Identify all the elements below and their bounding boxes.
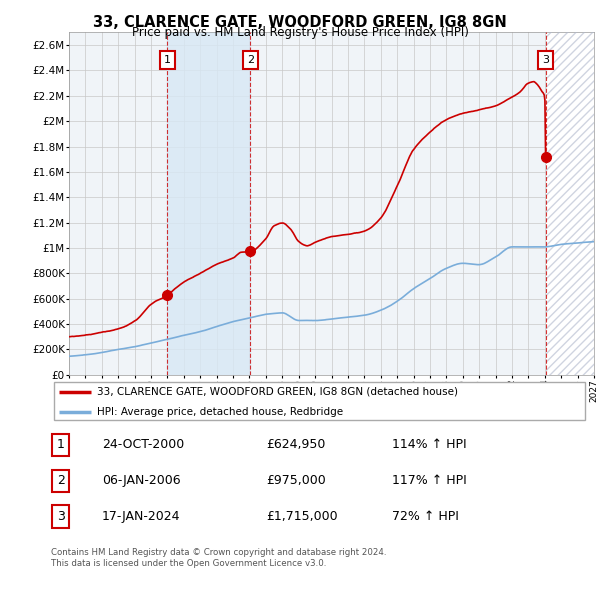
- Text: Price paid vs. HM Land Registry's House Price Index (HPI): Price paid vs. HM Land Registry's House …: [131, 26, 469, 39]
- Text: This data is licensed under the Open Government Licence v3.0.: This data is licensed under the Open Gov…: [51, 559, 326, 568]
- Text: 1: 1: [57, 438, 65, 451]
- Text: £975,000: £975,000: [266, 474, 326, 487]
- Text: 114% ↑ HPI: 114% ↑ HPI: [392, 438, 467, 451]
- Text: 17-JAN-2024: 17-JAN-2024: [102, 510, 181, 523]
- Text: 117% ↑ HPI: 117% ↑ HPI: [392, 474, 467, 487]
- Bar: [167, 32, 250, 375]
- Text: 2: 2: [247, 55, 254, 65]
- Text: 33, CLARENCE GATE, WOODFORD GREEN, IG8 8GN (detached house): 33, CLARENCE GATE, WOODFORD GREEN, IG8 8…: [97, 386, 458, 396]
- Text: 06-JAN-2006: 06-JAN-2006: [102, 474, 181, 487]
- Text: 3: 3: [57, 510, 65, 523]
- Text: HPI: Average price, detached house, Redbridge: HPI: Average price, detached house, Redb…: [97, 407, 343, 417]
- Text: Contains HM Land Registry data © Crown copyright and database right 2024.: Contains HM Land Registry data © Crown c…: [51, 548, 386, 556]
- Text: £1,715,000: £1,715,000: [266, 510, 337, 523]
- Bar: [545, 32, 594, 375]
- Text: £624,950: £624,950: [266, 438, 325, 451]
- Text: 24-OCT-2000: 24-OCT-2000: [102, 438, 184, 451]
- Text: 33, CLARENCE GATE, WOODFORD GREEN, IG8 8GN: 33, CLARENCE GATE, WOODFORD GREEN, IG8 8…: [93, 15, 507, 30]
- Text: 72% ↑ HPI: 72% ↑ HPI: [392, 510, 459, 523]
- Text: 1: 1: [164, 55, 171, 65]
- FancyBboxPatch shape: [53, 382, 586, 420]
- Bar: [545, 32, 594, 375]
- Text: 2: 2: [57, 474, 65, 487]
- Text: 3: 3: [542, 55, 549, 65]
